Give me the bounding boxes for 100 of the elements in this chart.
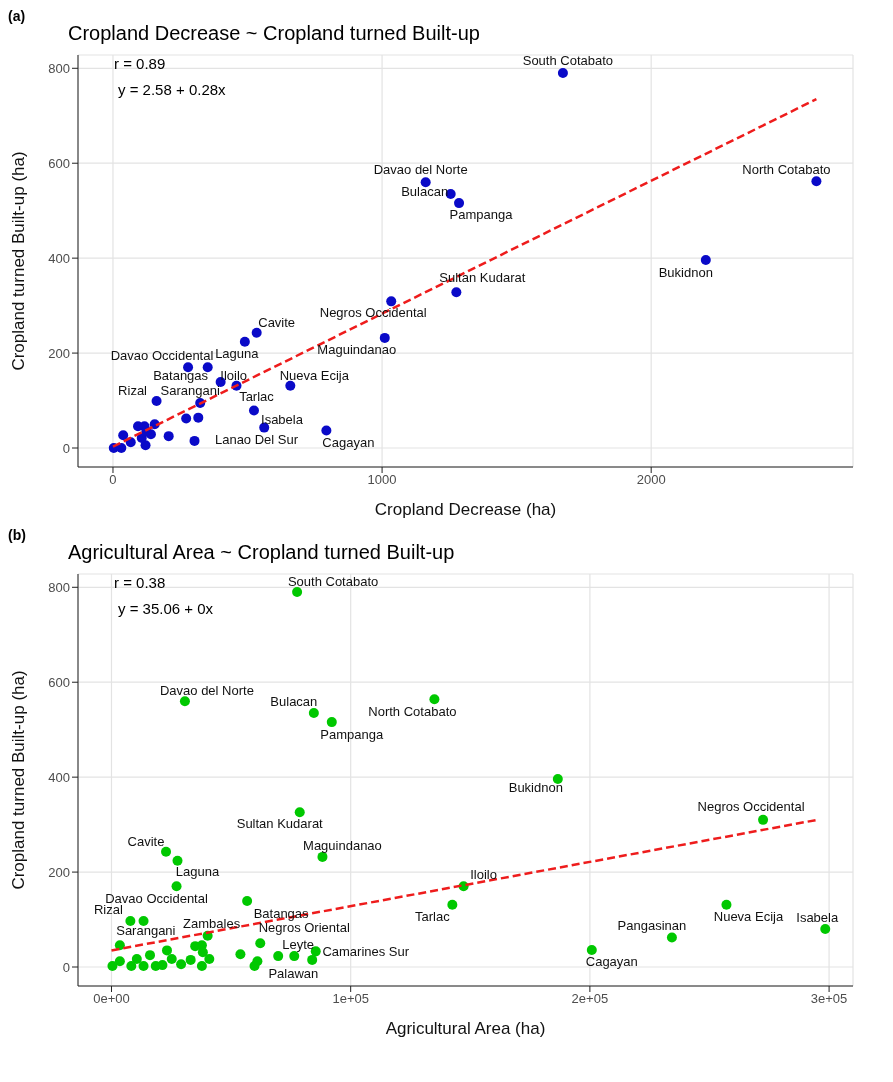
point [239, 336, 250, 347]
data-label: Pampanga [320, 726, 384, 742]
point [811, 176, 822, 187]
chart-title: Cropland Decrease ~ Cropland turned Built-up [68, 22, 481, 45]
point [248, 405, 259, 416]
point [820, 924, 831, 935]
point [451, 287, 462, 298]
point [125, 915, 136, 926]
point [179, 696, 190, 707]
point [176, 959, 187, 970]
annotation: y = 35.06 + 0x [118, 599, 214, 619]
y-tick-label: 600 [48, 155, 70, 171]
data-label: Sultan Kudarat [236, 815, 324, 831]
data-label: Maguindanao [303, 838, 382, 854]
point [386, 296, 397, 307]
point [204, 953, 215, 964]
point [138, 961, 149, 972]
point [114, 940, 125, 951]
data-label: Palawan [268, 965, 319, 981]
point [126, 961, 137, 972]
point [202, 362, 213, 373]
point [700, 255, 711, 266]
data-label: Bukidnon [508, 779, 563, 795]
annotation: y = 2.58 + 0.28x [118, 80, 226, 100]
data-label: Sarangani [116, 922, 176, 938]
data-label: Davao del Norte [373, 161, 468, 177]
data-label: Sarangani [160, 383, 220, 399]
point [292, 587, 303, 598]
data-label: Pampanga [449, 206, 514, 222]
data-label: Cavite [258, 315, 296, 331]
data-label: Lanao Del Sur [214, 432, 299, 448]
y-axis-title: Cropland turned Built-up (ha) [9, 670, 29, 890]
point [308, 708, 319, 719]
chart-title: Agricultural Area ~ Cropland turned Built-up [68, 541, 456, 564]
data-label: North Cotabato [368, 703, 457, 719]
point [666, 932, 677, 943]
y-tick-label: 200 [48, 345, 70, 361]
x-tick-label: 2000 [636, 472, 666, 488]
data-label: Davao Occidental [110, 347, 214, 363]
point [420, 177, 431, 188]
x-tick-label: 1e+05 [332, 991, 369, 1007]
point [454, 198, 465, 209]
x-tick-label: 0e+00 [93, 991, 130, 1007]
text: (a) [8, 8, 27, 24]
point [161, 945, 172, 956]
point [285, 380, 296, 391]
data-label: Pangasinan [617, 918, 687, 934]
x-axis-title: Agricultural Area (ha) [385, 1019, 546, 1038]
point [185, 954, 196, 965]
point [114, 956, 125, 967]
point [242, 896, 253, 907]
data-label: Bulacan [270, 693, 318, 709]
point [273, 951, 284, 962]
data-label: Nueva Ecija [713, 909, 784, 925]
point [251, 327, 262, 338]
data-label: Nueva Ecija [279, 368, 350, 384]
point [321, 425, 332, 436]
data-label: South Cotabato [287, 573, 379, 589]
y-tick-label: 400 [48, 250, 70, 266]
point [131, 953, 142, 964]
x-tick-label: 2e+05 [571, 991, 609, 1007]
data-label: Leyte [282, 936, 315, 952]
data-label: Iloilo [470, 866, 497, 882]
point [171, 881, 182, 892]
point [161, 846, 172, 857]
point [118, 430, 129, 441]
data-label: Zambales [183, 916, 241, 932]
data-label: Iloilo [220, 367, 248, 383]
x-tick-label: 0 [109, 472, 117, 488]
point [181, 413, 192, 424]
data-label: Davao del Norte [159, 682, 254, 698]
data-label: Isabela [261, 412, 304, 428]
y-tick-label: 600 [48, 674, 70, 690]
y-axis-title: Cropland turned Built-up (ha) [9, 151, 29, 371]
data-label: Cagayan [585, 954, 638, 970]
data-label: Tarlac [415, 909, 451, 925]
point [172, 855, 183, 866]
y-tick-label: 800 [48, 579, 70, 595]
point [235, 949, 246, 960]
point [557, 68, 568, 79]
y-tick-label: 200 [48, 864, 70, 880]
point [447, 899, 458, 910]
data-label: Bukidnon [658, 264, 713, 280]
y-tick-label: 0 [62, 440, 70, 456]
data-label: North Cotabato [742, 161, 831, 177]
point [326, 717, 337, 728]
point [307, 954, 318, 965]
point [151, 396, 162, 407]
y-tick-label: 800 [48, 60, 70, 76]
data-label: Negros Occidental [319, 304, 427, 320]
annotation: r = 0.38 [114, 573, 167, 593]
data-label: Laguna [175, 864, 220, 880]
point [255, 938, 266, 949]
data-label: Batangas [253, 905, 310, 921]
point [163, 431, 174, 442]
point [157, 960, 168, 971]
point [294, 807, 305, 818]
y-tick-label: 400 [48, 769, 70, 785]
point [586, 944, 597, 955]
point [196, 961, 207, 972]
